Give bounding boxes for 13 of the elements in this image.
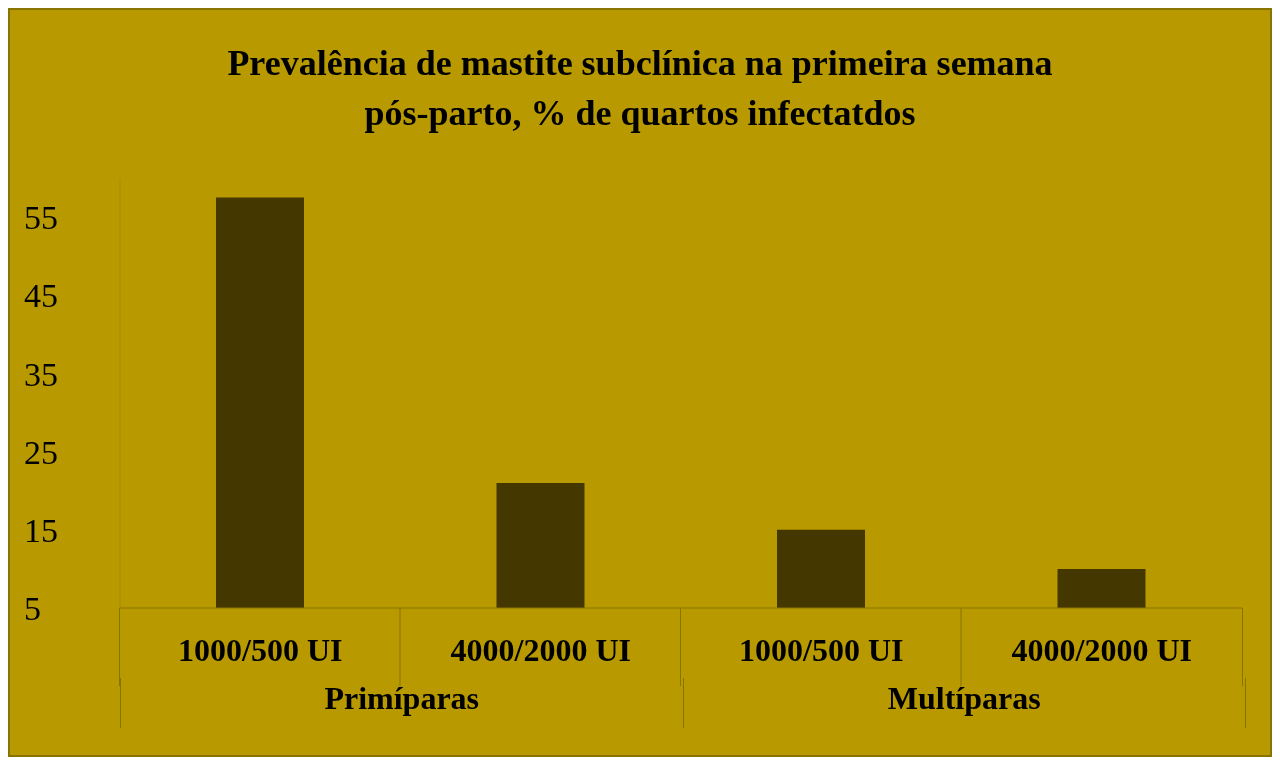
y-tick-label: 5 <box>24 590 41 628</box>
y-tick-label: 35 <box>24 355 58 393</box>
y-tick-label: 45 <box>24 277 58 315</box>
text: Multíparas <box>682 678 1246 728</box>
y-tick-label: 15 <box>24 511 58 549</box>
x-tick-label: 1000/500 UI <box>178 632 343 668</box>
chart-title: Prevalência de mastite subclínica na primeira semana pós-parto, % de quartos infectatdos <box>226 42 1054 135</box>
x-tick-label: 1000/500 UI <box>739 632 904 668</box>
y-tick-label: 55 <box>24 199 58 237</box>
x-tick-label: 4000/2000 UI <box>1011 632 1192 668</box>
text: Primíparas <box>120 678 683 728</box>
y-tick-label: 25 <box>24 433 58 471</box>
x-tick-label: 4000/2000 UI <box>450 632 631 668</box>
